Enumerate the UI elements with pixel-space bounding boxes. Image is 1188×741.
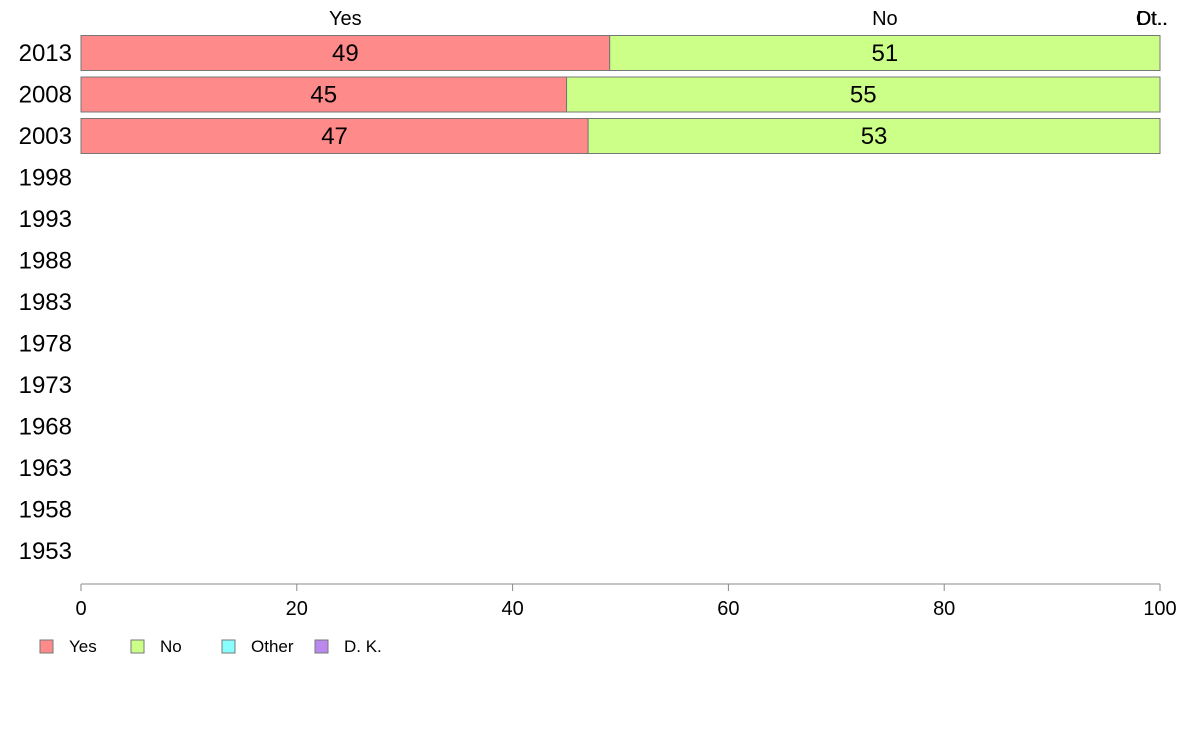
y-tick-label: 1968: [19, 414, 72, 441]
data-label: 51: [872, 40, 899, 67]
y-tick-label: 1998: [19, 165, 72, 192]
legend-swatch: [314, 639, 329, 654]
data-label: 55: [850, 82, 877, 109]
x-tick-label: 0: [75, 598, 86, 620]
legend-label: Other: [251, 637, 294, 656]
bar-yes: [80, 35, 611, 71]
y-tick-label: 1963: [19, 455, 72, 482]
x-tick-label: 20: [286, 598, 308, 620]
y-tick-label: 1953: [19, 538, 72, 565]
y-tick-label: 2013: [19, 40, 72, 67]
top-series-label: Dt..: [1136, 8, 1167, 30]
legend-label: D. K.: [344, 637, 382, 656]
legend-swatch: [130, 639, 145, 654]
bar-no: [609, 35, 1161, 71]
bar-no: [566, 76, 1161, 113]
y-tick-label: 2003: [19, 123, 72, 150]
top-series-label: No: [872, 8, 898, 30]
y-tick-label: 2008: [19, 82, 72, 109]
x-tick-label: 60: [717, 598, 739, 620]
bar-yes: [80, 118, 589, 154]
x-tick-label: 80: [933, 598, 955, 620]
x-tick-label: 40: [501, 598, 523, 620]
data-label: 49: [332, 40, 359, 67]
y-tick-label: 1993: [19, 206, 72, 233]
data-label: 53: [861, 123, 888, 150]
legend-label: No: [160, 637, 182, 656]
bar-yes: [80, 76, 568, 113]
top-series-label: Ot..: [1136, 8, 1168, 30]
legend-swatch: [221, 639, 236, 654]
legend-label: Yes: [69, 637, 97, 656]
y-tick-label: 1983: [19, 289, 72, 316]
y-tick-label: 1958: [19, 497, 72, 524]
y-tick-label: 1973: [19, 372, 72, 399]
bar-no: [587, 118, 1161, 154]
data-label: 47: [321, 123, 348, 150]
x-tick-label: 100: [1143, 598, 1176, 620]
y-tick-label: 1978: [19, 331, 72, 358]
legend-swatch: [39, 639, 54, 654]
data-label: 45: [310, 82, 337, 109]
y-tick-label: 1988: [19, 248, 72, 275]
top-series-label: Yes: [329, 8, 362, 30]
